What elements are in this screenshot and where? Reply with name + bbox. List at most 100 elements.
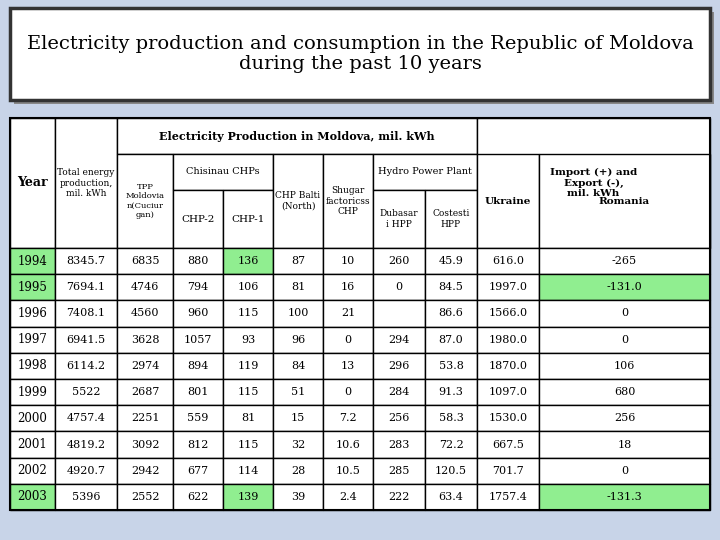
Text: 616.0: 616.0	[492, 256, 524, 266]
Text: 93: 93	[241, 335, 255, 345]
Bar	[10, 118, 55, 248]
Text: 1057: 1057	[184, 335, 212, 345]
Bar	[223, 190, 273, 248]
Bar	[539, 327, 710, 353]
Bar	[173, 248, 223, 274]
Text: 4746: 4746	[131, 282, 159, 292]
Bar	[373, 379, 425, 405]
Bar	[425, 457, 477, 484]
Text: 256: 256	[614, 413, 635, 423]
Text: 894: 894	[187, 361, 209, 371]
Bar	[117, 457, 173, 484]
Bar	[373, 431, 425, 457]
Bar	[323, 457, 373, 484]
Text: 84.5: 84.5	[438, 282, 464, 292]
Text: 139: 139	[238, 492, 258, 502]
Text: 72.2: 72.2	[438, 440, 464, 449]
Text: 10.6: 10.6	[336, 440, 361, 449]
Text: 2974: 2974	[131, 361, 159, 371]
Bar	[273, 484, 323, 510]
Bar	[373, 190, 425, 248]
Text: 801: 801	[187, 387, 209, 397]
Bar	[323, 484, 373, 510]
Text: 2687: 2687	[131, 387, 159, 397]
Text: 667.5: 667.5	[492, 440, 524, 449]
Bar	[323, 248, 373, 274]
Text: 58.3: 58.3	[438, 413, 464, 423]
Bar	[117, 274, 173, 300]
Text: 7694.1: 7694.1	[66, 282, 106, 292]
Text: Romania: Romania	[599, 197, 650, 206]
Bar	[273, 353, 323, 379]
Bar	[477, 431, 539, 457]
Bar	[273, 405, 323, 431]
Bar	[273, 431, 323, 457]
Bar	[117, 248, 173, 274]
Text: 106: 106	[614, 361, 635, 371]
Bar	[10, 118, 710, 510]
Bar	[117, 405, 173, 431]
Text: 81: 81	[291, 282, 305, 292]
Bar	[425, 405, 477, 431]
Bar	[10, 405, 55, 431]
Text: 10: 10	[341, 256, 355, 266]
Bar	[425, 431, 477, 457]
Text: 3092: 3092	[131, 440, 159, 449]
Text: 1997.0: 1997.0	[488, 282, 528, 292]
Bar	[323, 154, 373, 248]
Text: 32: 32	[291, 440, 305, 449]
Text: 1997: 1997	[17, 333, 48, 346]
Bar	[539, 457, 710, 484]
Text: 84: 84	[291, 361, 305, 371]
Text: 2942: 2942	[131, 465, 159, 476]
Text: TPP
Moldovia
n(Cuciur
gan): TPP Moldovia n(Cuciur gan)	[125, 183, 164, 219]
Text: 677: 677	[187, 465, 209, 476]
Text: 2002: 2002	[17, 464, 48, 477]
Bar	[373, 154, 477, 190]
Bar	[477, 248, 539, 274]
Text: 96: 96	[291, 335, 305, 345]
Text: 81: 81	[241, 413, 255, 423]
Bar	[373, 327, 425, 353]
Text: 1995: 1995	[17, 281, 48, 294]
Text: 15: 15	[291, 413, 305, 423]
Bar	[373, 405, 425, 431]
Text: Chisinau CHPs: Chisinau CHPs	[186, 167, 260, 177]
Bar	[10, 457, 55, 484]
Text: Costesti
HPP: Costesti HPP	[432, 210, 469, 229]
Text: 1994: 1994	[17, 254, 48, 268]
Text: 21: 21	[341, 308, 355, 319]
Text: 794: 794	[187, 282, 209, 292]
Bar	[10, 248, 55, 274]
Bar	[373, 353, 425, 379]
Text: 18: 18	[617, 440, 631, 449]
Text: Electricity Production in Moldova, mil. kWh: Electricity Production in Moldova, mil. …	[159, 131, 435, 141]
Text: 1980.0: 1980.0	[488, 335, 528, 345]
Bar	[173, 431, 223, 457]
Text: 45.9: 45.9	[438, 256, 464, 266]
Bar	[539, 431, 710, 457]
Bar	[539, 484, 710, 510]
Text: -131.3: -131.3	[607, 492, 642, 502]
Text: 6835: 6835	[131, 256, 159, 266]
Bar	[323, 405, 373, 431]
Text: 53.8: 53.8	[438, 361, 464, 371]
Text: 2001: 2001	[17, 438, 48, 451]
Text: 812: 812	[187, 440, 209, 449]
Bar	[477, 405, 539, 431]
Text: 1870.0: 1870.0	[488, 361, 528, 371]
Text: Electricity production and consumption in the Republic of Moldova
during the pas: Electricity production and consumption i…	[27, 35, 693, 73]
Text: 106: 106	[238, 282, 258, 292]
Text: 4757.4: 4757.4	[66, 413, 105, 423]
Bar	[425, 379, 477, 405]
Text: 256: 256	[388, 413, 410, 423]
Bar	[539, 405, 710, 431]
Bar	[477, 118, 710, 248]
Bar	[425, 274, 477, 300]
Bar	[477, 353, 539, 379]
Text: 1757.4: 1757.4	[489, 492, 528, 502]
Bar	[55, 248, 117, 274]
Bar	[223, 484, 273, 510]
Bar	[273, 274, 323, 300]
Text: 115: 115	[238, 308, 258, 319]
